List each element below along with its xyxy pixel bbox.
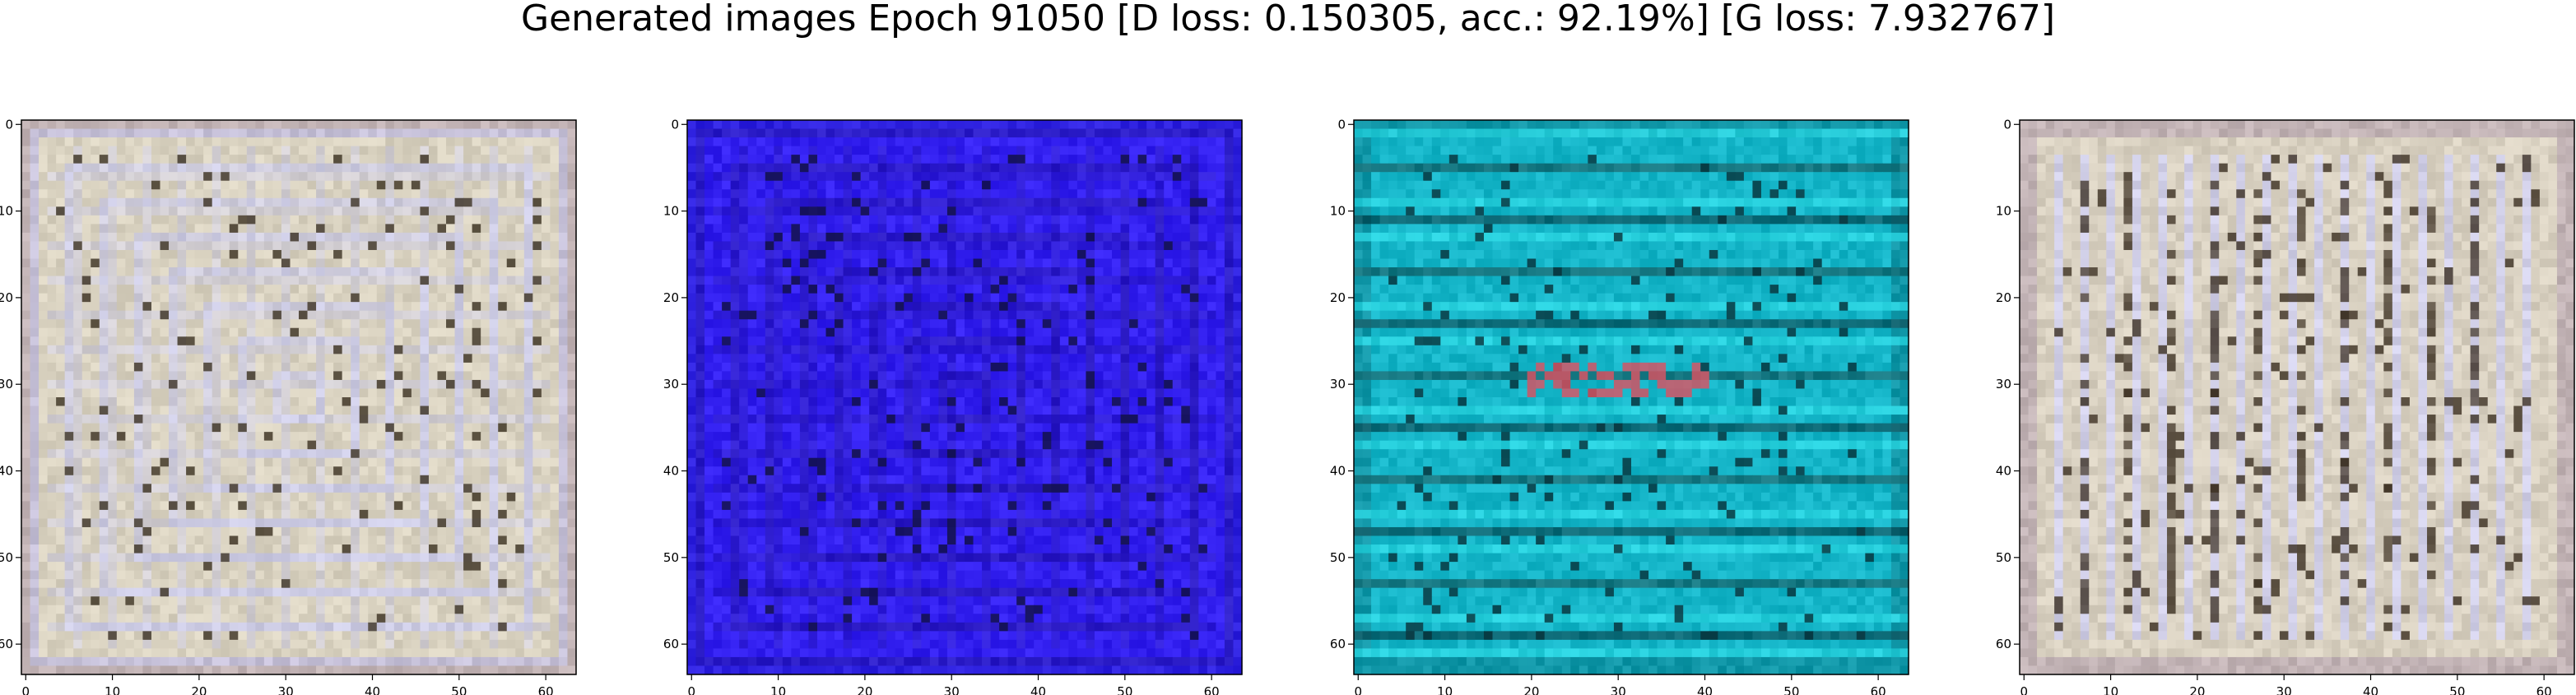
x-tick-label: 50 bbox=[1783, 684, 1799, 695]
y-tick-label: 30 bbox=[0, 377, 13, 392]
y-tick-label: 40 bbox=[1996, 464, 2011, 479]
image-pixels bbox=[1354, 120, 1909, 675]
figure-title: Generated images Epoch 91050 [D loss: 0.… bbox=[520, 0, 2056, 39]
axes-frame bbox=[21, 119, 577, 675]
image-pixels bbox=[2020, 120, 2575, 675]
x-tick-label: 20 bbox=[857, 684, 872, 695]
x-tick-label: 60 bbox=[1871, 684, 1886, 695]
x-tick-label: 10 bbox=[105, 684, 120, 695]
y-tick-label: 0 bbox=[671, 117, 679, 132]
x-tick-label: 0 bbox=[687, 684, 695, 695]
x-tick-label: 10 bbox=[770, 684, 786, 695]
y-tick-label: 60 bbox=[1330, 637, 1346, 651]
y-tick-label: 20 bbox=[0, 290, 13, 305]
y-tick-label: 10 bbox=[1330, 204, 1346, 219]
image-panel-4: 0 10 20 30 40 50 60 0 10 20 30 40 50 60 bbox=[1996, 117, 2575, 695]
x-tick-label: 20 bbox=[1523, 684, 1539, 695]
image-panel-1: 0 10 20 30 40 50 60 0 10 20 30 40 50 60 bbox=[0, 117, 577, 695]
x-tick-label: 30 bbox=[278, 684, 294, 695]
x-tick-label: 40 bbox=[1030, 684, 1046, 695]
y-tick-label: 60 bbox=[1996, 637, 2011, 651]
x-tick-label: 30 bbox=[1611, 684, 1626, 695]
y-tick-label: 30 bbox=[1996, 377, 2011, 392]
x-tick-label: 10 bbox=[2103, 684, 2118, 695]
x-tick-label: 40 bbox=[2363, 684, 2378, 695]
y-tick-label: 0 bbox=[1337, 117, 1346, 132]
x-tick-label: 20 bbox=[2189, 684, 2205, 695]
x-tick-label: 10 bbox=[1437, 684, 1453, 695]
axes-frame bbox=[2019, 119, 2575, 675]
y-tick-label: 40 bbox=[1330, 464, 1346, 479]
image-plot-3: 0 10 20 30 40 50 60 0 10 20 30 40 50 60 bbox=[1330, 117, 1909, 695]
y-tick-label: 50 bbox=[1330, 550, 1346, 565]
y-tick-label: 20 bbox=[1330, 290, 1346, 305]
y-tick-label: 0 bbox=[2003, 117, 2011, 132]
image-plot-1: 0 10 20 30 40 50 60 0 10 20 30 40 50 60 bbox=[0, 117, 577, 695]
image-plot-2: 0 10 20 30 40 50 60 0 10 20 30 40 50 60 bbox=[663, 117, 1243, 695]
x-tick-label: 0 bbox=[2020, 684, 2028, 695]
y-tick-label: 50 bbox=[663, 550, 679, 565]
y-tick-label: 30 bbox=[1330, 377, 1346, 392]
x-tick-label: 40 bbox=[365, 684, 380, 695]
y-tick-label: 50 bbox=[1996, 550, 2011, 565]
x-tick-label: 60 bbox=[538, 684, 554, 695]
y-tick-label: 60 bbox=[663, 637, 679, 651]
x-tick-label: 50 bbox=[2449, 684, 2465, 695]
x-tick-label: 50 bbox=[451, 684, 467, 695]
y-tick-label: 10 bbox=[663, 204, 679, 219]
axes-frame bbox=[1353, 119, 1909, 675]
y-tick-label: 10 bbox=[1996, 204, 2011, 219]
image-panel-3: 0 10 20 30 40 50 60 0 10 20 30 40 50 60 bbox=[1330, 117, 1909, 695]
y-tick-label: 30 bbox=[663, 377, 679, 392]
y-tick-label: 60 bbox=[0, 637, 13, 651]
image-plot-4: 0 10 20 30 40 50 60 0 10 20 30 40 50 60 bbox=[1996, 117, 2575, 695]
image-pixels bbox=[687, 120, 1243, 675]
x-tick-label: 60 bbox=[2536, 684, 2552, 695]
y-tick-label: 40 bbox=[0, 464, 13, 479]
x-tick-label: 20 bbox=[191, 684, 207, 695]
y-tick-label: 0 bbox=[5, 117, 13, 132]
axes-frame bbox=[686, 119, 1243, 675]
x-tick-label: 0 bbox=[1354, 684, 1362, 695]
x-tick-label: 40 bbox=[1697, 684, 1713, 695]
y-tick-label: 40 bbox=[663, 464, 679, 479]
y-tick-label: 50 bbox=[0, 550, 13, 565]
x-tick-label: 30 bbox=[944, 684, 960, 695]
x-tick-label: 50 bbox=[1117, 684, 1132, 695]
x-tick-label: 30 bbox=[2276, 684, 2292, 695]
y-tick-label: 10 bbox=[0, 204, 13, 219]
image-panel-2: 0 10 20 30 40 50 60 0 10 20 30 40 50 60 bbox=[663, 117, 1243, 695]
x-tick-label: 0 bbox=[21, 684, 30, 695]
x-tick-label: 60 bbox=[1204, 684, 1220, 695]
y-tick-label: 20 bbox=[663, 290, 679, 305]
image-pixels bbox=[21, 120, 577, 675]
y-tick-label: 20 bbox=[1996, 290, 2011, 305]
